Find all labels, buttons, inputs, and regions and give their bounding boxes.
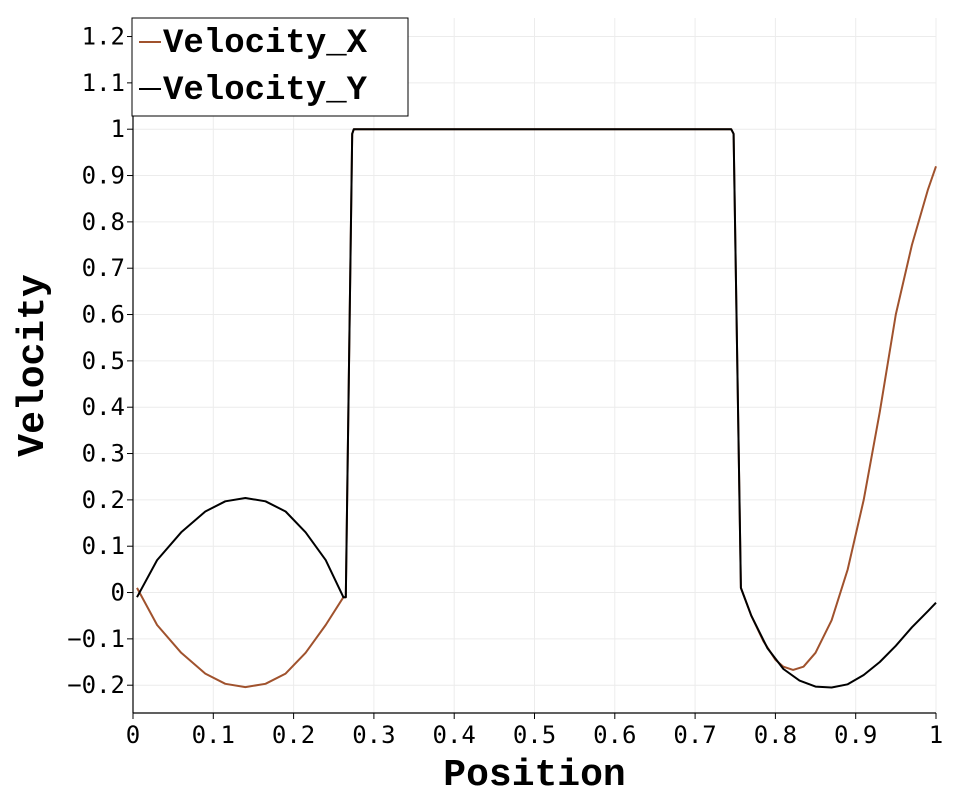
y-tick-label: 0.8 (82, 208, 125, 236)
y-tick-label: −0.2 (67, 671, 125, 699)
y-tick-label: 1.1 (82, 69, 125, 97)
x-tick-label: 0.7 (673, 721, 716, 749)
series-line-velocity-y (136, 128, 937, 689)
x-axis-ticks: 0 0.1 0.2 0.3 0.4 0.5 0.6 0.7 0.8 0.9 1 (126, 713, 943, 749)
x-tick-label: 0.2 (272, 721, 315, 749)
y-tick-label: 0.3 (82, 440, 125, 468)
y-tick-label: 0.4 (82, 393, 125, 421)
x-tick-label: 0.8 (754, 721, 797, 749)
y-tick-label: 1 (111, 115, 125, 143)
y-tick-label: 1.2 (82, 23, 125, 51)
x-axis-title: Position (443, 754, 625, 797)
x-tick-label: 1 (929, 721, 943, 749)
y-tick-label: −0.1 (67, 625, 125, 653)
x-tick-label: 0.1 (192, 721, 235, 749)
y-tick-label: 0.5 (82, 347, 125, 375)
y-tick-label: 0 (111, 579, 125, 607)
x-tick-label: 0.3 (352, 721, 395, 749)
series-layer (136, 128, 937, 689)
grid (132, 18, 937, 713)
x-tick-label: 0 (126, 721, 140, 749)
x-tick-label: 0.9 (834, 721, 877, 749)
legend: Velocity_X Velocity_Y (131, 17, 409, 117)
series-line-velocity-x (136, 128, 937, 689)
x-tick-label: 0.4 (433, 721, 476, 749)
y-axis-ticks: −0.2 −0.1 0 0.1 0.2 0.3 0.4 0.5 0.6 0.7 0.8 0.9 1 1.1… (67, 23, 133, 699)
legend-label: Velocity_Y (163, 72, 368, 110)
legend-label: Velocity_X (163, 25, 368, 63)
x-tick-label: 0.5 (513, 721, 556, 749)
y-tick-label: 0.7 (82, 254, 125, 282)
y-tick-label: 0.2 (82, 486, 125, 514)
x-tick-label: 0.6 (593, 721, 636, 749)
y-tick-label: 0.9 (82, 162, 125, 190)
legend-box (131, 17, 409, 117)
y-axis-title: Velocity (12, 274, 55, 457)
y-tick-label: 0.6 (82, 301, 125, 329)
y-tick-label: 0.1 (82, 532, 125, 560)
